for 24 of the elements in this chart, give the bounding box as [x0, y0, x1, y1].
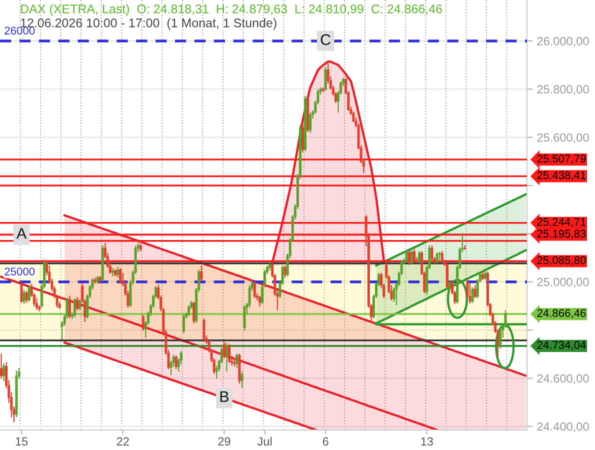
- ref-line-label: 25.195,83: [537, 230, 586, 239]
- x-tick-label: 15: [16, 437, 28, 446]
- x-tick-label: 29: [218, 437, 230, 446]
- annotation: A: [16, 228, 27, 239]
- annotation: B: [220, 391, 229, 402]
- ref-line-label: 24.866,46: [537, 309, 586, 318]
- y-tick-label: 25.600,00: [537, 133, 589, 144]
- ref-line-label: 25.507,79: [537, 154, 586, 164]
- y-tick-label: 24.400,00: [537, 422, 589, 432]
- x-tick-label: Jul: [257, 436, 272, 446]
- ref-line-label: 24.734,04: [537, 341, 586, 350]
- y-tick-label: 24.600,00: [537, 374, 589, 384]
- x-tick-label: 6: [322, 437, 328, 446]
- y-tick-label: 26.000,00: [537, 36, 589, 47]
- y-tick-label: 25.000,00: [537, 278, 589, 288]
- annotation: C: [320, 34, 331, 46]
- ref-line-label: 25.085,80: [537, 256, 586, 266]
- x-tick-label: 22: [116, 437, 129, 446]
- y-tick-label: 25.800,00: [537, 85, 589, 95]
- ref-line-label: 25.438,41: [537, 171, 586, 181]
- ref-line-label: 25000: [4, 268, 35, 276]
- x-tick-label: 13: [421, 437, 433, 446]
- ref-line-label: 25.244,71: [537, 218, 586, 228]
- chart-title: DAX (XETRA, Last) O: 24.818,31 H: 24.879,63 L: 24.810,99 C: 24.866,46: [21, 4, 442, 16]
